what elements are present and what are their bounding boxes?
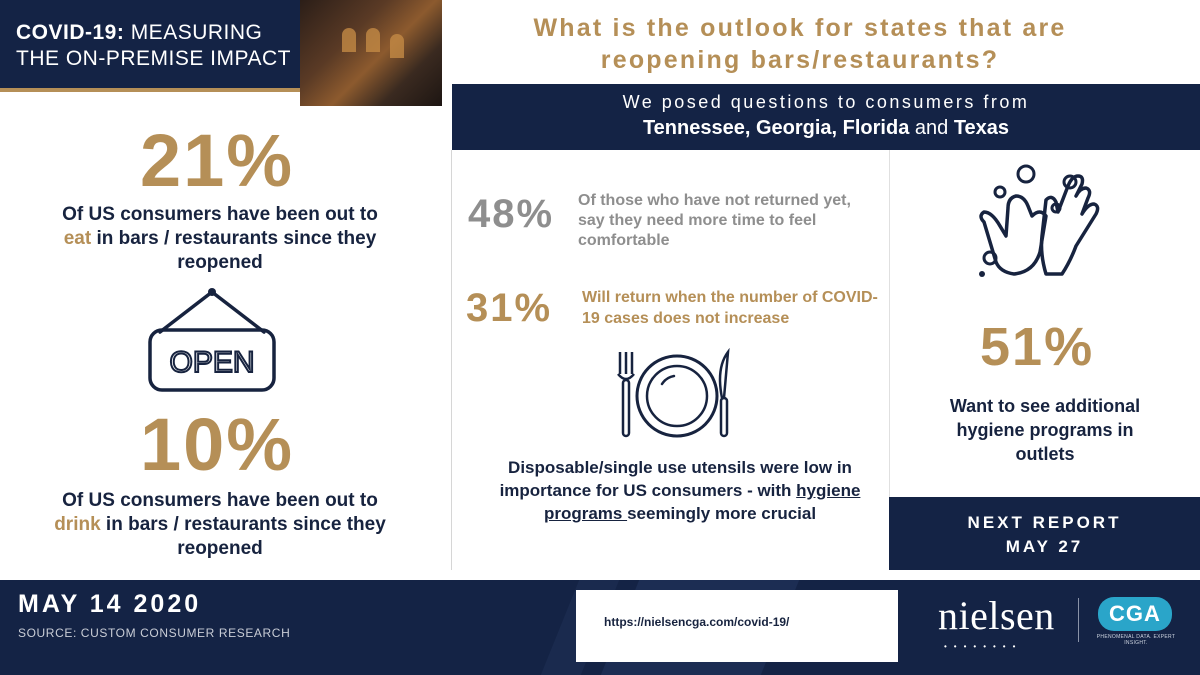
stat-48-text: Of those who have not returned yet, say …	[578, 192, 851, 249]
utensils-text-post: seemingly more crucial	[627, 504, 817, 523]
posed-questions-bar: We posed questions to consumers from Ten…	[452, 84, 1200, 150]
next-report-label: NEXT REPORT	[967, 513, 1122, 532]
stat-31-value: 31%	[466, 286, 553, 330]
stat-21-text-pre: Of US consumers have been out to	[62, 204, 378, 225]
stat-10-text-pre: Of US consumers have been out to	[62, 490, 378, 511]
utensils-text: Disposable/single use utensils were low …	[480, 456, 880, 525]
banner-title: COVID-19: MEASURING THE ON-PREMISE IMPAC…	[16, 20, 291, 72]
report-url-link[interactable]: https://nielsencga.com/covid-19/	[604, 615, 790, 629]
stat-21-text: Of US consumers have been out to eat in …	[50, 203, 390, 275]
cga-tagline: PHENOMENAL DATA. EXPERT INSIGHT.	[1096, 634, 1176, 646]
stat-51-value: 51%	[980, 317, 1095, 377]
posed-and: and	[909, 117, 954, 139]
source-text: SOURCE: CUSTOM CONSUMER RESEARCH	[18, 626, 291, 640]
banner-title-rest: MEASURING	[124, 21, 263, 44]
report-date: MAY 14 2020	[18, 590, 202, 618]
nielsen-logo: nielsen	[938, 593, 1055, 638]
posed-states-b: Texas	[953, 117, 1010, 139]
stat-10-value: 10%	[140, 403, 295, 486]
open-sign-text: OPEN	[169, 346, 254, 379]
header-banner: COVID-19: MEASURING THE ON-PREMISE IMPAC…	[0, 0, 442, 106]
stat-51-text: Want to see additional hygiene programs …	[949, 396, 1141, 464]
stat-10-highlight: drink	[54, 514, 101, 535]
stat-21-value: 21%	[140, 119, 295, 202]
banner-title-line2: THE ON-PREMISE IMPACT	[16, 47, 291, 70]
handwashing-icon	[979, 164, 1100, 277]
utensils-text-underline: hygiene programs	[543, 481, 861, 523]
stat-48-value: 48%	[468, 192, 555, 236]
banner-title-bold: COVID-19:	[16, 21, 125, 44]
stat-10-text-post: in bars / restaurants since they reopene…	[100, 514, 386, 559]
posed-states: Tennessee, Georgia, Florida and Texas	[452, 117, 1200, 140]
nielsen-logo-dots: ••••••••	[944, 642, 1023, 651]
utensils-text-pre: Disposable/single use utensils were low …	[499, 458, 852, 500]
stat-10-text: Of US consumers have been out to drink i…	[50, 489, 390, 561]
next-report-box: NEXT REPORT MAY 27	[889, 497, 1200, 570]
cga-logo: CGA	[1098, 597, 1172, 631]
plate-utensils-icon	[617, 348, 730, 438]
stat-21-highlight: eat	[63, 228, 92, 249]
restaurant-photo	[300, 0, 442, 106]
stat-31-text: Will return when the number of COVID-19 …	[582, 289, 878, 327]
posed-states-a: Tennessee, Georgia, Florida	[642, 117, 910, 139]
column-divider	[451, 150, 452, 570]
banner-gold-stripe	[0, 88, 442, 92]
posed-line1: We posed questions to consumers from	[622, 92, 1030, 112]
open-sign-icon: OPEN	[148, 288, 276, 392]
url-box	[576, 590, 898, 662]
logo-separator	[1078, 598, 1079, 642]
outlook-question: What is the outlook for states that are …	[533, 14, 1067, 74]
stat-21-text-post: in bars / restaurants since they reopene…	[91, 228, 377, 273]
next-report-date: MAY 27	[1005, 537, 1084, 556]
